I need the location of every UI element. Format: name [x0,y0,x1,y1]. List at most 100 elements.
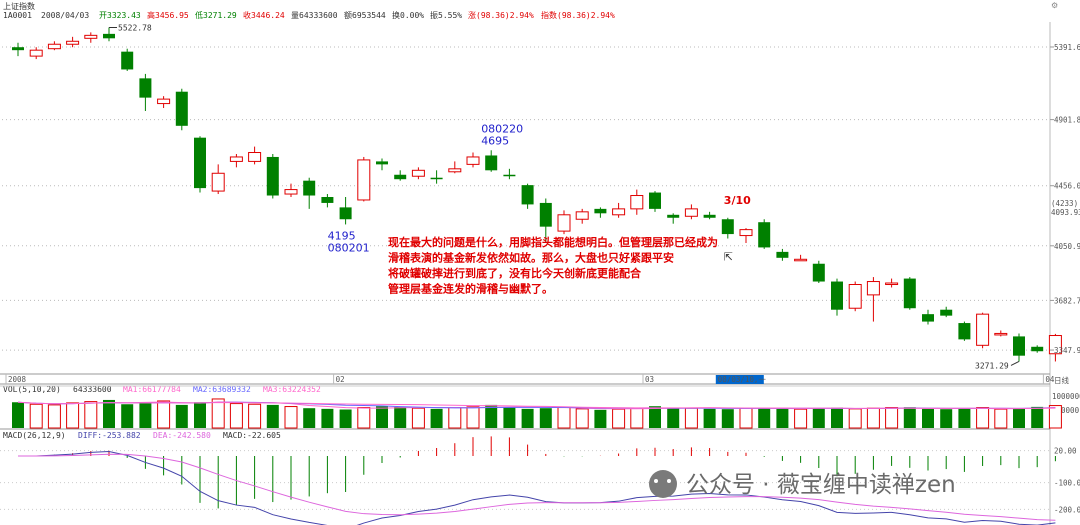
x-axis: 2008 02 03 04 08/03/10,一 日线 [0,373,1070,385]
candle-10 [194,136,206,193]
vol-bar-7 [139,403,152,428]
vol-bar-21 [394,406,407,428]
candle-36 [667,213,680,224]
candle-34 [630,189,644,215]
vol-bar-20 [376,406,388,428]
info-item-1: 2008/04/03 [41,11,89,20]
candle-body-52 [958,323,971,340]
vol-bar-45 [831,407,843,428]
candle-39 [721,217,734,239]
vol-bar-44 [812,408,825,428]
y-tick-label-2: 4456.0 [1054,182,1080,191]
candle-41 [758,219,771,249]
candle-body-24 [448,168,462,173]
note-line-2: 将破罐破摔进行到底了，没有比今天创新底更能配合 [388,266,642,280]
vol-bar-55 [1013,408,1025,428]
candle-body-9 [175,91,188,126]
candle-45 [831,278,843,316]
vol-bar-17 [321,408,334,428]
vol-bar-19 [357,407,371,429]
vol-bar-30 [557,407,571,429]
vol-header-2: MA1:66177784 [123,385,181,394]
candle-53 [976,312,990,349]
x-highlight-label: 08/03/10,一 [718,375,767,384]
candle-body-25 [466,156,480,165]
macd-diff-line [18,451,1056,525]
vol-bar-27 [503,407,516,428]
candle-3 [66,36,80,48]
candle-18 [339,197,352,225]
y-tick-label-4: 3682.7 [1054,296,1080,305]
candle-body-2 [47,43,61,50]
candle-body-30 [557,214,571,232]
vol-tick-0: 1000000 [1052,392,1080,401]
candle-35 [649,191,661,212]
right-label-1: 4093.93 [1051,208,1080,217]
candle-body-36 [667,214,680,218]
x-tick-label-3: 04 [1045,375,1055,384]
x-highlight-box [715,375,764,384]
candle-body-23 [430,177,443,180]
commentary-text: 现在最大的问题是什么，用脚指头都能想明白。但管理层那已经成为滑稽表演的基金新发依… [388,235,718,296]
price-axis: 5391.6 4901.8 4456.0 4050.9 3682.7 3347.9 (423… [1050,43,1080,355]
candle-body-35 [649,192,661,209]
candle-body-20 [376,161,388,165]
vol-bar-13 [248,403,262,429]
candle-46 [848,281,862,312]
vol-bar-28 [521,408,534,428]
vol-bar-50 [922,408,934,428]
candle-body-42 [776,251,789,258]
y-tick-label-1: 4901.8 [1054,116,1080,125]
vol-bar-47 [866,407,880,429]
vol-bar-39 [721,409,734,428]
annotation-bottom-1: 080201 [328,241,370,254]
candle-31 [575,208,589,224]
candle-48 [885,278,899,288]
candle-25 [466,152,480,168]
candle-body-11 [211,172,225,192]
vol-bar-4 [84,401,98,429]
date-marker-label: 3/10 [724,194,751,207]
candle-body-43 [794,258,808,262]
vol-bar-12 [229,403,243,429]
candle-body-5 [103,33,115,39]
candle-57 [1048,333,1062,362]
candle-20 [376,158,388,171]
vol-bar-2 [47,404,61,429]
macd-panel: MACD(26,12,9) DIFF:-253.882 DEA:-242.580 MA… [0,431,1080,525]
vol-bar-0 [12,402,24,428]
candle-15 [284,183,298,197]
mouse-cursor-icon: ⇱ [724,251,733,264]
info-item-8: 换0.00% [392,10,424,20]
vol-bar-40 [739,407,753,429]
candle-2 [47,41,61,51]
candle-50 [922,309,934,325]
vol-bar-33 [612,408,626,429]
y-tick-label-3: 4050.9 [1054,242,1080,251]
vol-bar-26 [485,404,498,428]
vol-bar-36 [667,407,680,428]
candle-body-33 [612,208,626,216]
vol-bar-14 [266,404,279,428]
macd-dea-line [18,453,1056,521]
vol-bar-24 [448,407,462,429]
vol-bar-56 [1031,406,1044,428]
candle-body-54 [994,332,1008,336]
chart-title: 上证指数 [3,1,35,11]
candle-47 [866,277,880,322]
candle-14 [266,153,279,199]
y-tick-label-5: 3347.9 [1054,346,1080,355]
candle-body-49 [903,278,916,309]
info-item-5: 收3446.24 [243,10,285,20]
candle-body-29 [539,202,552,227]
candle-body-8 [157,98,171,105]
settings-icon[interactable]: ⚙ [1051,1,1058,10]
candle-56 [1031,345,1044,353]
candle-13 [248,146,262,165]
candle-29 [539,198,552,243]
candle-17 [321,194,334,208]
vol-header-0: VOL(5,10,20) [3,385,61,394]
candle-body-17 [321,197,334,203]
vol-bar-49 [903,407,916,428]
